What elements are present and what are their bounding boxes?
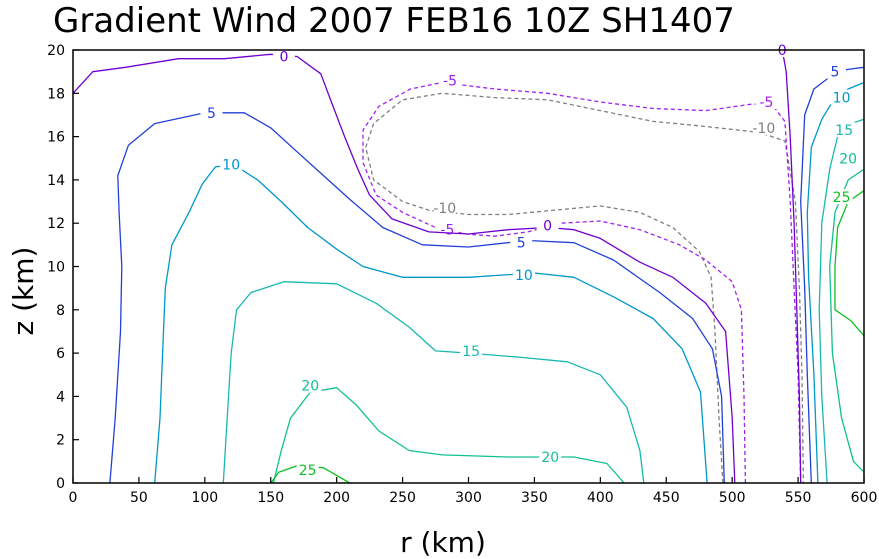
x-tick-label: 350 [521,490,548,506]
contour-label: 10 [833,91,851,107]
y-tick-label: 0 [56,476,65,492]
x-tick-label: 150 [257,490,284,506]
contour-line-10 [154,164,708,484]
contour-layer: -10 -10 -5 -5 -5 0 0 0 5 5 5 10 10 10 15 15 20 20 20 25 25 [72,42,865,484]
x-tick-label: 300 [455,490,482,506]
y-tick-label: 6 [56,346,65,362]
contour-label-background [439,72,462,88]
contour-line-5 [109,112,725,484]
contour-label-background [752,119,775,135]
contour-label: 25 [299,463,317,479]
x-tick-label: 600 [851,490,878,506]
x-tick-label: 550 [785,490,812,506]
contour-line-15 [222,281,645,484]
contour-line-0 [72,53,736,484]
contour-label-background [536,217,559,233]
contour-line-neg10 [365,92,805,484]
y-tick-label: 12 [47,216,65,232]
contour-label-background [296,462,319,478]
contour-label: 20 [839,151,857,167]
y-axis: 0 2 4 6 8 10 12 14 16 18 20 [47,43,79,492]
contour-label: 15 [835,123,853,139]
x-tick-label: 200 [323,490,350,506]
contour-label: 10 [222,158,240,174]
x-tick-label: 0 [69,490,78,506]
contour-label: 5 [831,65,840,81]
x-tick-label: 100 [191,490,218,506]
contour-label-background [512,267,535,283]
contour-label-background [755,93,778,109]
contour-line-25 [834,190,865,337]
contour-line-20 [272,387,625,484]
contour-line-0 [781,49,802,484]
x-tick-label: 50 [130,490,148,506]
y-tick-label: 18 [47,86,65,102]
contour-label: 20 [541,450,559,466]
contour-label-background [539,449,562,465]
x-axis: 0 50 100 150 200 250 300 350 400 450 500 550 600 [69,477,878,506]
contour-label: -5 [443,73,457,89]
y-tick-label: 20 [47,43,65,59]
contour-label-background [823,63,846,79]
contour-label-background [833,122,856,138]
x-tick-label: 450 [653,490,680,506]
contour-label: 20 [301,379,319,395]
contour-label-background [200,104,223,120]
contour-label: 0 [543,218,552,234]
y-tick-label: 10 [47,260,65,276]
y-tick-label: 16 [47,130,65,146]
y-tick-label: 8 [56,303,65,319]
contour-line-neg5 [362,81,802,484]
contour-label: 25 [833,190,851,206]
plot-frame [72,49,865,484]
contour-label-background [837,150,860,166]
contour-label: 5 [207,106,216,122]
contour-label-background [510,234,533,250]
contour-line-20 [829,168,865,473]
contour-label-background [830,89,853,105]
contour-label-background [299,377,322,393]
contour-label-background [830,189,853,205]
x-tick-label: 400 [587,490,614,506]
contour-label: -5 [440,223,454,239]
contour-label: 5 [517,236,526,252]
contour-label: 0 [279,49,288,65]
contour-label-background [460,342,483,358]
y-tick-label: 14 [47,173,65,189]
contour-label: 0 [778,43,787,59]
y-tick-label: 2 [56,433,65,449]
x-axis-label: r (km) [400,526,486,559]
y-tick-label: 4 [56,389,65,405]
contour-label: -10 [433,201,456,217]
contour-label: -10 [752,121,775,137]
x-tick-label: 500 [719,490,746,506]
contour-label-background [433,200,456,216]
contour-label: -5 [759,95,773,111]
x-tick-label: 250 [389,490,416,506]
chart-title: Gradient Wind 2007 FEB16 10Z SH1407 [53,1,735,41]
contour-label-background [220,156,243,172]
contour-label: 10 [515,268,533,284]
contour-label: 15 [462,344,480,360]
y-axis-label: z (km) [7,247,40,336]
contour-label-background [272,48,295,64]
